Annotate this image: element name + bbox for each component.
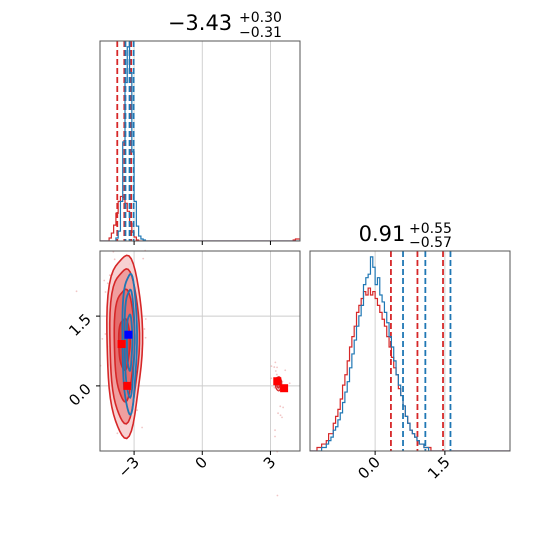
- scatter-point: [108, 274, 111, 277]
- p3-title: 0.91: [359, 222, 406, 246]
- p2-xtick-label: 3: [260, 453, 279, 472]
- point-estimate-marker: [124, 330, 133, 339]
- p2-ytick-label: 0.0: [65, 380, 95, 410]
- p3-gridlines: [374, 251, 446, 451]
- p1-title-upper: +0.30: [239, 10, 282, 26]
- p3-hist-series-1: [310, 256, 510, 451]
- p1-series: [100, 41, 300, 241]
- scatter-point: [281, 416, 283, 419]
- panel-joint: −3 0 3 0.0 1.5: [65, 249, 301, 497]
- scatter-point: [276, 494, 279, 497]
- scatter-point: [274, 435, 276, 438]
- p1-ticks: [133, 241, 271, 245]
- scatter-point: [273, 386, 276, 389]
- p3-ticks: 0.0 1.5: [354, 451, 454, 483]
- point-estimate-marker: [280, 384, 289, 393]
- scatter-point: [144, 318, 147, 320]
- scatter-point: [279, 405, 282, 408]
- point-estimate-marker: [123, 381, 132, 390]
- p1-title-lower: −0.31: [239, 25, 282, 41]
- scatter-point: [274, 361, 277, 364]
- scatter-point: [75, 290, 78, 293]
- p2-frame: [99, 250, 301, 452]
- panel-marginal-2: 0.0 1.5 0.91 +0.55 −0.57: [309, 221, 511, 483]
- scatter-point: [104, 291, 107, 293]
- scatter-point: [276, 366, 278, 369]
- p1-gridlines: [133, 41, 271, 241]
- p2-ticks: −3 0 3 0.0 1.5: [65, 310, 279, 481]
- scatter-point: [144, 336, 147, 339]
- point-estimate-marker: [117, 340, 126, 349]
- scatter-point: [274, 429, 276, 432]
- p1-title-value: −3.43: [168, 11, 232, 35]
- p3-title-upper: +0.55: [409, 221, 452, 237]
- scatter-point: [273, 366, 276, 368]
- panel-marginal-1: −3.43 +0.30 −0.31: [99, 10, 301, 245]
- p3-title-value: 0.91: [359, 222, 406, 246]
- scatter-point: [116, 432, 119, 435]
- scatter-point: [141, 426, 144, 429]
- scatter-point: [106, 282, 109, 285]
- scatter-point: [284, 369, 287, 372]
- p2-contours: [106, 254, 283, 440]
- scatter-point: [275, 373, 278, 376]
- p3-title-lower: −0.57: [409, 235, 452, 251]
- scatter-point: [279, 414, 282, 417]
- scatter-point: [274, 370, 277, 372]
- scatter-point: [104, 333, 107, 335]
- p2-ytick-label: 1.5: [65, 310, 95, 340]
- blue-contour: [125, 313, 134, 373]
- scatter-point: [142, 257, 145, 260]
- scatter-point: [270, 377, 273, 380]
- scatter-point: [288, 382, 291, 385]
- p3-frame: [309, 250, 511, 452]
- p3-series: [310, 251, 510, 451]
- p1-hist-series-1: [100, 46, 300, 241]
- p3-tick-label: 0.0: [354, 453, 384, 483]
- scatter-point: [101, 337, 104, 340]
- scatter-point: [103, 279, 106, 282]
- p1-title: −3.43: [168, 11, 232, 35]
- scatter-point: [277, 412, 279, 415]
- p2-xtick-label: 0: [192, 453, 211, 472]
- p3-tick-label: 1.5: [424, 453, 454, 483]
- p3-hist-series-0: [310, 287, 510, 451]
- scatter-point: [143, 328, 146, 330]
- point-estimate-marker: [273, 377, 282, 386]
- p2-xtick-label: −3: [115, 453, 143, 481]
- scatter-point: [270, 365, 273, 368]
- p2-markers: [117, 330, 289, 393]
- scatter-point: [136, 409, 138, 412]
- scatter-point: [113, 258, 116, 261]
- scatter-point: [282, 406, 285, 409]
- p1-frame: [99, 40, 301, 242]
